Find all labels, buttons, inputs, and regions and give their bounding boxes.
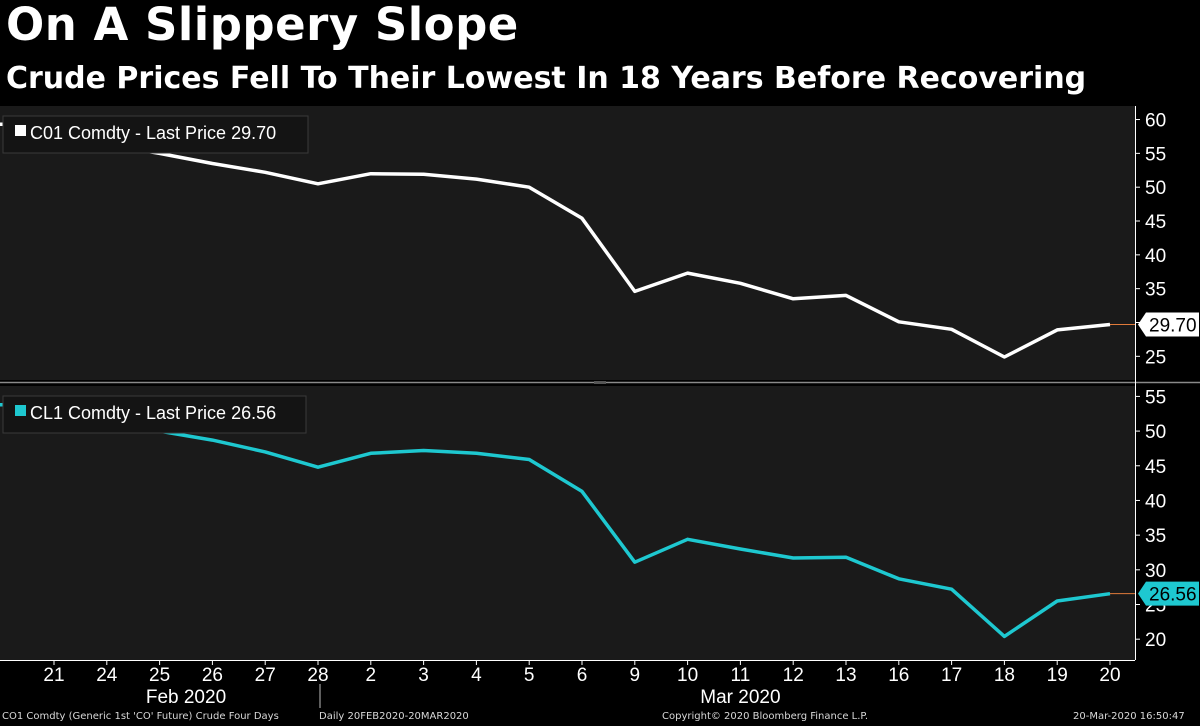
y-tick-label: 35 xyxy=(1145,526,1166,547)
y-tick-label: 35 xyxy=(1145,280,1166,301)
y-tick-label: 50 xyxy=(1145,178,1166,199)
x-tick-label: 26 xyxy=(202,665,223,686)
y-tick-label: 45 xyxy=(1145,212,1166,233)
last-price-box xyxy=(1138,312,1199,337)
legend-box xyxy=(2,395,307,434)
x-tick-label: 12 xyxy=(783,665,804,686)
x-tick-label: 4 xyxy=(471,665,482,686)
y-tick-label: 25 xyxy=(1145,347,1166,368)
series-line-1 xyxy=(0,122,1111,359)
x-tick-label: 6 xyxy=(577,665,588,686)
last-price-box xyxy=(1138,581,1199,606)
x-tick-label: 18 xyxy=(994,665,1015,686)
divider-handle xyxy=(594,381,606,384)
y-tick-label: 40 xyxy=(1145,491,1166,512)
month-label: Feb 2020 xyxy=(146,687,226,708)
x-tick-label: 13 xyxy=(835,665,856,686)
x-tick-label: 5 xyxy=(524,665,535,686)
x-tick-label: 24 xyxy=(96,665,118,686)
x-tick-label: 19 xyxy=(1047,665,1068,686)
x-tick-label: 3 xyxy=(418,665,429,686)
footer-period: Daily 20FEB2020-20MAR2020 xyxy=(319,711,469,722)
last-price-label: 29.70 xyxy=(1149,316,1197,337)
legend-label: C01 Comdty - Last Price 29.70 xyxy=(30,123,276,143)
y-tick-label: 55 xyxy=(1145,144,1166,165)
x-tick-label: 16 xyxy=(888,665,909,686)
legend-swatch xyxy=(15,405,26,416)
x-tick-label: 10 xyxy=(677,665,698,686)
x-tick-label: 2 xyxy=(366,665,377,686)
y-tick-label: 45 xyxy=(1145,457,1166,478)
x-tick-label: 17 xyxy=(941,665,962,686)
y-tick-label: 60 xyxy=(1145,111,1166,132)
y-tick-label: 40 xyxy=(1145,246,1166,267)
legend-label: CL1 Comdty - Last Price 26.56 xyxy=(30,403,276,423)
footer-copyright: Copyright© 2020 Bloomberg Finance L.P. xyxy=(662,711,869,722)
x-tick-label: 21 xyxy=(43,665,64,686)
month-label: Mar 2020 xyxy=(700,687,780,708)
last-price-label: 26.56 xyxy=(1149,585,1197,606)
y-tick-label: 55 xyxy=(1145,387,1166,408)
x-tick-label: 9 xyxy=(630,665,641,686)
x-tick-label: 11 xyxy=(731,665,751,686)
y-tick-label: 50 xyxy=(1145,422,1166,443)
series-line-2 xyxy=(0,402,1111,639)
x-tick-label: 27 xyxy=(255,665,276,686)
x-tick-label: 25 xyxy=(149,665,170,686)
chart-subtitle: Crude Prices Fell To Their Lowest In 18 … xyxy=(6,61,1087,96)
legend-swatch xyxy=(15,125,26,136)
x-tick-label: 20 xyxy=(1099,665,1120,686)
y-tick-label: 30 xyxy=(1145,561,1166,582)
footer-description: CO1 Comdty (Generic 1st 'CO' Future) Cru… xyxy=(2,711,279,722)
footer-timestamp: 20-Mar-2020 16:50:47 xyxy=(1073,711,1185,722)
x-tick-label: 28 xyxy=(307,665,328,686)
y-tick-label: 20 xyxy=(1145,630,1166,651)
chart-title: On A Slippery Slope xyxy=(6,0,519,51)
legend-box xyxy=(2,115,309,154)
